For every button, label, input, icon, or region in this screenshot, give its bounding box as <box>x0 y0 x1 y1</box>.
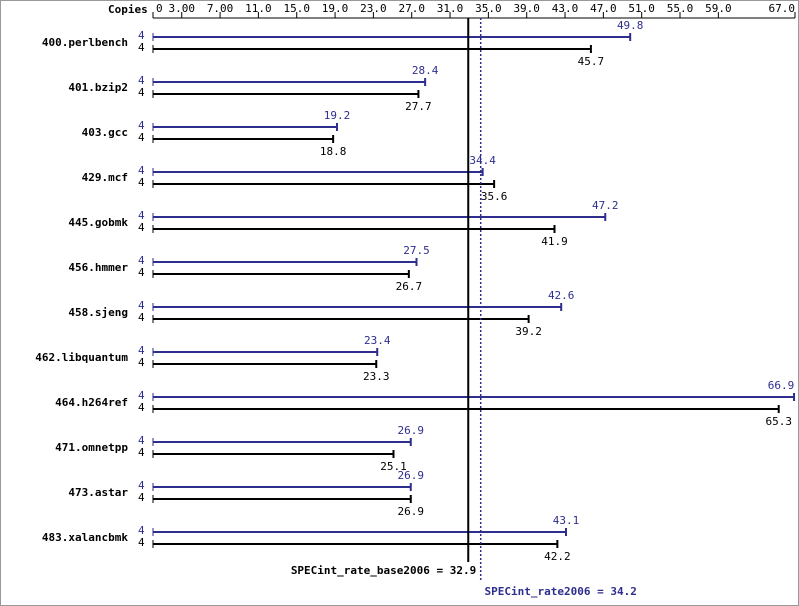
x-tick-label: 7.00 <box>207 2 234 15</box>
copies-label: 4 <box>138 41 145 54</box>
reference-label: SPECint_rate2006 = 34.2 <box>485 585 637 598</box>
value-label: 49.8 <box>617 19 644 32</box>
value-label: 25.1 <box>380 460 407 473</box>
category-label: 401.bzip2 <box>68 81 128 94</box>
copies-label: 4 <box>138 491 145 504</box>
x-tick-label: 31.0 <box>437 2 464 15</box>
copies-label: 4 <box>138 74 145 87</box>
x-tick-label: 11.0 <box>245 2 272 15</box>
value-label: 23.4 <box>364 334 391 347</box>
value-label: 19.2 <box>324 109 351 122</box>
category-label: 400.perlbench <box>42 36 128 49</box>
copies-label: 4 <box>138 434 145 447</box>
copies-label: 4 <box>138 131 145 144</box>
copies-label: 4 <box>138 221 145 234</box>
category-label: 473.astar <box>68 486 128 499</box>
copies-label: 4 <box>138 446 145 459</box>
copies-label: 4 <box>138 266 145 279</box>
copies-label: 4 <box>138 344 145 357</box>
x-tick-label: 35.0 <box>475 2 502 15</box>
value-label: 26.9 <box>398 469 425 482</box>
category-label: 456.hmmer <box>68 261 128 274</box>
value-label: 27.5 <box>403 244 430 257</box>
category-label: 429.mcf <box>82 171 128 184</box>
value-label: 45.7 <box>578 55 605 68</box>
copies-label: 4 <box>138 119 145 132</box>
reference-label: SPECint_rate_base2006 = 32.9 <box>291 564 476 577</box>
x-tick-label: 59.0 <box>705 2 732 15</box>
copies-label: 4 <box>138 176 145 189</box>
copies-label: 4 <box>138 29 145 42</box>
value-label: 27.7 <box>405 100 432 113</box>
value-label: 66.9 <box>768 379 795 392</box>
category-label: 403.gcc <box>82 126 128 139</box>
x-tick-label: 3.00 <box>168 2 195 15</box>
category-label: 462.libquantum <box>35 351 128 364</box>
value-label: 42.6 <box>548 289 575 302</box>
copies-label: 4 <box>138 254 145 267</box>
x-tick-label: 43.0 <box>552 2 579 15</box>
copies-label: 4 <box>138 389 145 402</box>
value-label: 35.6 <box>481 190 508 203</box>
x-tick-label: 19.0 <box>322 2 349 15</box>
value-label: 26.7 <box>396 280 423 293</box>
value-label: 23.3 <box>363 370 390 383</box>
copies-label: 4 <box>138 86 145 99</box>
x-tick-label: 67.0 <box>769 2 796 15</box>
copies-label: 4 <box>138 536 145 549</box>
category-label: 483.xalancbmk <box>42 531 128 544</box>
copies-label: 4 <box>138 479 145 492</box>
x-tick-label: 23.0 <box>360 2 387 15</box>
x-tick-label: 51.0 <box>628 2 655 15</box>
value-label: 43.1 <box>553 514 580 527</box>
value-label: 41.9 <box>541 235 568 248</box>
copies-label: 4 <box>138 299 145 312</box>
copies-label: 4 <box>138 311 145 324</box>
copies-label: 4 <box>138 356 145 369</box>
copies-label: 4 <box>138 401 145 414</box>
copies-label: 4 <box>138 164 145 177</box>
value-label: 26.9 <box>398 505 425 518</box>
category-label: 458.sjeng <box>68 306 128 319</box>
copies-label: 4 <box>138 209 145 222</box>
x-tick-label: 27.0 <box>398 2 425 15</box>
value-label: 47.2 <box>592 199 619 212</box>
value-label: 26.9 <box>398 424 425 437</box>
value-label: 42.2 <box>544 550 571 563</box>
category-label: 471.omnetpp <box>55 441 128 454</box>
axis-label: Copies <box>108 3 148 16</box>
value-label: 34.4 <box>469 154 496 167</box>
x-tick-label: 39.0 <box>513 2 540 15</box>
x-tick-label: 47.0 <box>590 2 617 15</box>
x-tick-label: 15.0 <box>283 2 310 15</box>
category-label: 464.h264ref <box>55 396 128 409</box>
value-label: 28.4 <box>412 64 439 77</box>
value-label: 65.3 <box>765 415 792 428</box>
value-label: 18.8 <box>320 145 347 158</box>
copies-label: 4 <box>138 524 145 537</box>
value-label: 39.2 <box>515 325 542 338</box>
x-tick-label: 55.0 <box>667 2 694 15</box>
x-tick-label: 0 <box>156 2 163 15</box>
category-label: 445.gobmk <box>68 216 128 229</box>
